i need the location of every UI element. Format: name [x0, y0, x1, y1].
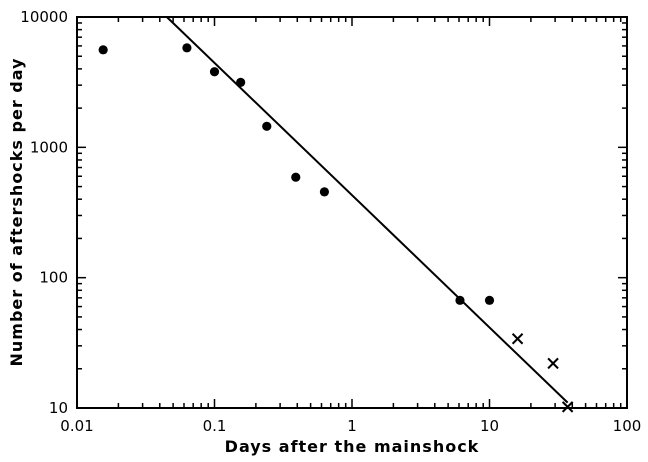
tick-labels: 0.01 0.1 1 10 100 10 100 1000 10000: [20, 8, 641, 435]
fit-line: [166, 16, 569, 404]
data-point-dot: [182, 43, 192, 53]
data-point-dot: [98, 45, 108, 55]
data-point-dot: [484, 295, 495, 305]
x-tick-label: 10: [480, 417, 499, 435]
x-tick-label: 1: [347, 417, 357, 435]
data-point-cross: [547, 357, 559, 370]
x-tick-label: 0.01: [60, 417, 93, 435]
plot-frame: [76, 16, 628, 409]
ticks: [76, 17, 627, 409]
y-tick-label: 1000: [30, 138, 68, 156]
x-tick-label: 0.1: [203, 417, 227, 435]
data-point-dot: [262, 121, 272, 131]
data-point-cross: [511, 333, 524, 345]
cross-stroke: [511, 333, 524, 345]
cross-stroke: [547, 357, 559, 370]
y-tick-label: 10: [49, 399, 68, 417]
data-point-dot: [319, 187, 330, 197]
x-tick-label: 100: [613, 417, 642, 435]
data-point-dot: [291, 172, 301, 182]
data-points: [98, 43, 574, 413]
data-point-dot: [209, 67, 220, 77]
y-axis-label: Number of aftershocks per day: [7, 58, 26, 367]
data-point-dot: [455, 295, 465, 305]
cross-stroke: [561, 401, 574, 413]
y-tick-label: 100: [39, 269, 68, 287]
x-axis-label: Days after the mainshock: [225, 437, 480, 456]
data-point-cross: [561, 401, 574, 413]
y-tick-label: 10000: [20, 8, 68, 26]
data-point-dot: [236, 77, 246, 87]
